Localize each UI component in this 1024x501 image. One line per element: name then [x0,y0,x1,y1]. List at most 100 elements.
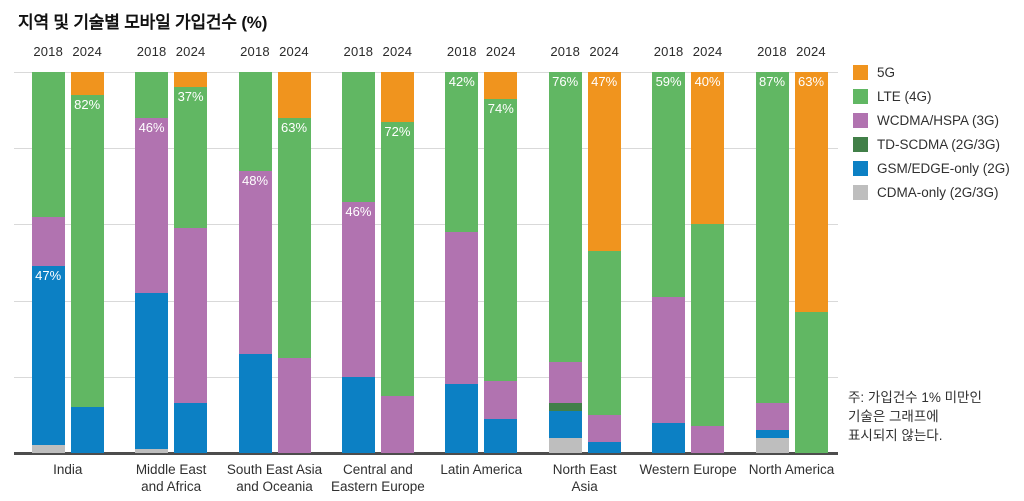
segment-lte [135,72,169,118]
year-label-2024: 2024 [382,44,413,59]
footnote-line: 주: 가입건수 1% 미만인 [848,390,982,405]
year-label-2024: 2024 [589,44,620,59]
legend-label-wcdma: WCDMA/HSPA (3G) [877,113,1000,128]
legend-swatch-5g [853,65,868,80]
segment-gsm: 47% [31,266,65,446]
region-label-middle-east-and-africa: Middle East and Africa [135,462,207,494]
segment-lte [587,251,621,415]
legend-label-gsm: GSM/EDGE-only (2G) [877,161,1010,176]
year-label-2024: 2024 [279,44,309,59]
segment-lte: 42% [445,72,479,233]
segment-lte [794,312,828,453]
segment-value-label: 87% [758,74,786,89]
segment-gsm [174,403,208,453]
legend-swatch-wcdma [853,113,868,128]
segment-gsm [135,292,169,450]
segment-gsm [755,430,789,438]
segment-lte [691,224,725,427]
region-label-central-and-eastern-europe: Central and Eastern Europe [330,462,425,494]
bar-central-and-eastern-europe-2018: 46% [341,72,375,454]
legend-swatch-lte [853,89,868,104]
segment-value-label: 63% [280,119,308,135]
legend: 5G LTE (4G) WCDMA/HSPA (3G) TD-SCDMA (2G/3G… [853,65,1010,209]
year-label-2024: 2024 [692,44,723,59]
segment-cdma [755,437,789,453]
gridline-60pct [14,224,838,226]
legend-swatch-gsm [853,161,868,176]
segment-wcdma: 46% [135,117,169,293]
segment-value-label: 47% [591,74,618,89]
segment-gsm [587,441,621,453]
bar-india-2024: 82% [70,72,104,453]
region-label-western-europe: Western Europe [639,462,737,477]
segment-value-label: 46% [345,203,372,219]
legend-label-tdscdma: TD-SCDMA (2G/3G) [877,137,1001,152]
segment-lte: 74% [484,98,518,381]
legend-swatch-tdscdma [853,137,868,152]
bar-south-east-asia-and-oceania-2018: 48% [238,72,272,453]
segment-5g: 40% [691,72,725,225]
year-label-2018: 2018 [343,44,374,59]
bar-latin-america-2018: 42% [445,72,479,453]
segment-gsm [652,422,686,454]
year-label-2018: 2018 [136,44,167,59]
legend-label-cdma: CDMA-only (2G/3G) [877,185,999,200]
footnote-line: 기술은 그래프에 [848,409,939,424]
segment-lte: 72% [380,121,414,396]
segment-wcdma [277,357,311,453]
bar-western-europe-2018: 59% [652,72,686,454]
bar-middle-east-and-africa-2024: 37% [174,72,208,453]
year-label-2018: 2018 [240,44,270,59]
segment-value-label: 76% [552,74,579,89]
segment-lte: 59% [652,72,686,297]
segment-wcdma [755,403,789,431]
segment-lte: 82% [70,94,104,408]
segment-value-label: 82% [74,96,101,112]
gridline-40pct [14,300,838,302]
legend-item-lte: LTE (4G) [853,89,1010,104]
region-label-latin-america: Latin America [440,462,523,477]
segment-gsm [70,407,104,453]
segment-lte: 87% [755,72,789,404]
legend-item-5g: 5G [853,65,1010,80]
segment-wcdma [691,426,725,454]
bar-north-america-2024: 63% [794,72,828,453]
segment-wcdma [652,296,686,423]
year-label-2024: 2024 [485,44,516,59]
year-label-2024: 2024 [796,44,826,59]
legend-label-lte: LTE (4G) [877,89,932,104]
year-label-2024: 2024 [175,44,206,59]
segment-value-label: 74% [487,100,514,116]
chart-title: 지역 및 기술별 모바일 가입건수 (%) [18,13,268,32]
year-label-2018: 2018 [550,44,581,59]
segment-value-label: 37% [177,89,204,105]
segment-wcdma: 46% [341,201,375,377]
segment-5g [174,72,208,88]
year-label-2018: 2018 [446,44,477,59]
bar-north-east-asia-2024: 47% [587,72,621,453]
segment-5g: 47% [587,72,621,252]
segment-value-label: 47% [35,268,62,284]
footnote-line: 표시되지 않는다. [848,428,943,443]
bar-western-europe-2024: 40% [691,72,725,454]
segment-gsm [548,411,582,438]
region-label-south-east-asia-and-oceania: South East Asia and Oceania [226,462,323,494]
region-label-north-america: North America [748,462,835,477]
segment-wcdma [31,216,65,267]
segment-value-label: 42% [448,74,475,89]
segment-5g: 63% [794,72,828,313]
gridline-80pct [14,148,838,150]
segment-value-label: 40% [694,74,721,89]
legend-item-wcdma: WCDMA/HSPA (3G) [853,113,1010,128]
plot-area: 47% 82% 46% 37% 48% 63% 46% 72% 42% 74% 76% 47% 59% 4… [14,72,838,455]
segment-gsm [445,384,479,453]
bar-north-america-2018: 87% [755,72,789,453]
segment-tdscdma [548,403,582,412]
segment-value-label: 46% [138,119,165,135]
segment-value-label: 72% [384,123,411,139]
region-label-north-east-asia: North East Asia [552,462,617,494]
segment-gsm [341,376,375,454]
year-label-2018: 2018 [757,44,787,59]
segment-cdma [135,449,169,453]
